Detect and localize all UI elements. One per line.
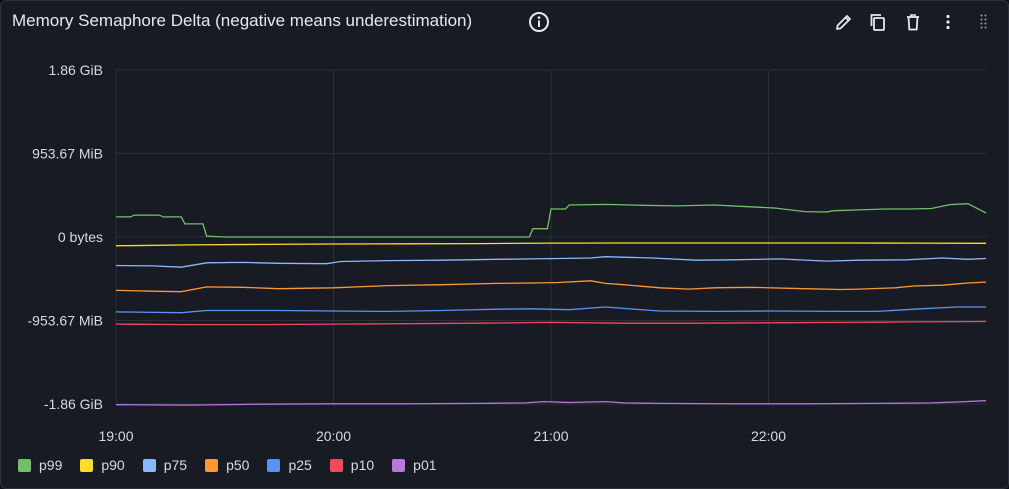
series-line-p75 <box>115 256 987 268</box>
x-tick-label: 21:00 <box>533 428 568 444</box>
y-tick-label: -1.86 GiB <box>44 396 103 412</box>
duplicate-icon[interactable] <box>868 12 888 32</box>
edit-icon[interactable] <box>834 12 854 32</box>
series-line-p01 <box>115 400 987 406</box>
series-line-p90 <box>115 242 987 247</box>
legend-swatch <box>267 458 281 472</box>
legend-item-p10[interactable]: p10 <box>329 457 375 473</box>
y-tick-label: 953.67 MiB <box>32 146 103 162</box>
legend-swatch <box>18 458 31 472</box>
legend-label: p99 <box>39 457 63 473</box>
more-vertical-icon[interactable] <box>938 12 958 32</box>
legend-item-p75[interactable]: p75 <box>142 457 188 473</box>
legend-item-p99[interactable]: p99 <box>18 457 62 473</box>
info-icon[interactable] <box>528 11 550 33</box>
x-tick-label: 22:00 <box>751 428 786 444</box>
y-tick-label: 1.86 GiB <box>49 62 103 78</box>
delete-icon[interactable] <box>903 12 923 32</box>
legend-label: p75 <box>163 457 188 473</box>
legend-swatch <box>142 458 156 472</box>
legend-item-p50[interactable]: p50 <box>205 457 249 473</box>
legend-label: p10 <box>350 457 375 473</box>
y-tick-label: -953.67 MiB <box>28 312 103 328</box>
legend-label: p01 <box>413 457 437 473</box>
legend-swatch <box>80 458 94 472</box>
legend-item-p01[interactable]: p01 <box>392 457 437 473</box>
x-tick-label: 20:00 <box>316 428 351 444</box>
legend-label: p25 <box>288 457 312 473</box>
series-line-p99 <box>116 203 987 238</box>
series-line-p10 <box>115 320 987 326</box>
legend-item-p25[interactable]: p25 <box>267 457 312 473</box>
legend-swatch <box>392 458 406 472</box>
legend-label: p50 <box>226 457 250 473</box>
panel-title: Memory Semaphore Delta (negative means u… <box>12 11 473 30</box>
y-tick-label: 0 bytes <box>58 229 103 245</box>
legend-label: p90 <box>101 457 125 473</box>
line-chart: 1.86 GiB 953.67 MiB 0 bytes -953.67 MiB -1.8… <box>28 62 987 444</box>
x-tick-label: 19:00 <box>98 428 133 444</box>
series-line-p50 <box>115 280 987 293</box>
legend-item-p90[interactable]: p90 <box>80 457 125 473</box>
drag-handle-icon[interactable] <box>974 12 994 32</box>
series-line-p25 <box>115 306 986 314</box>
legend: p99 p90 p75 p50 p25 p10 p01 <box>18 457 455 473</box>
legend-swatch <box>329 458 343 472</box>
legend-swatch <box>205 458 219 472</box>
